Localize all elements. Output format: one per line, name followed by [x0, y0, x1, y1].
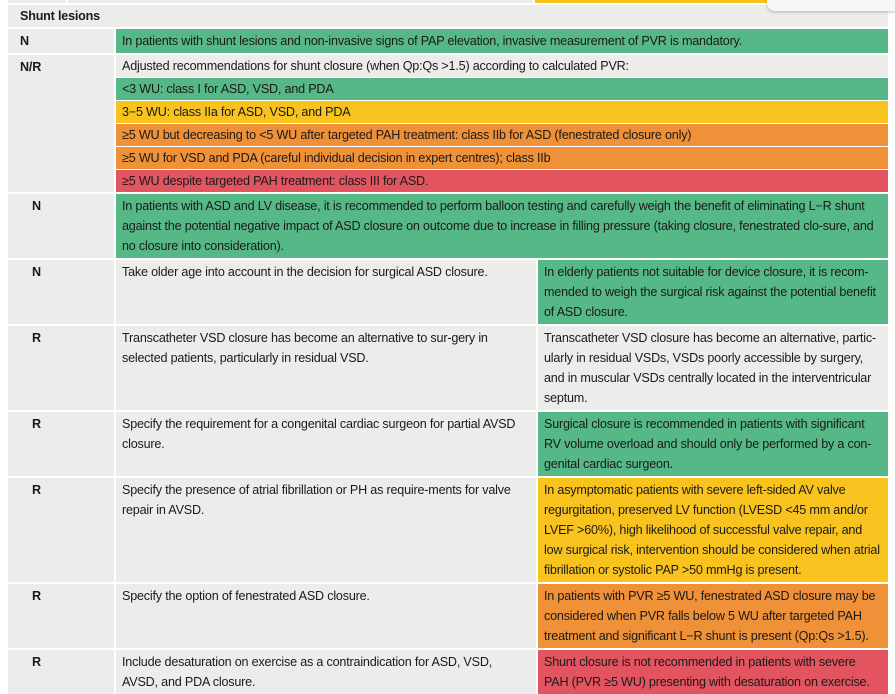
row-code: N [8, 29, 114, 53]
pvr-class-iia: 3−5 WU: class IIa for ASD, VSD, and PDA [116, 101, 888, 123]
pvr-class-iib-asd: ≥5 WU but decreasing to <5 WU after targ… [116, 124, 888, 146]
table-row: R Transcatheter VSD closure has become a… [8, 326, 888, 410]
popup-card [767, 0, 895, 11]
row-code: R [8, 412, 114, 476]
row-code: R [8, 584, 114, 648]
row-left-text: Specify the option of fenestrated ASD cl… [116, 584, 536, 648]
previous-row-cell [8, 0, 66, 3]
row-right-text: In asymptomatic patients with severe lef… [538, 478, 888, 582]
row-left-text: Specify the requirement for a congenital… [116, 412, 536, 476]
row-right-text: Shunt closure is not recommended in pati… [538, 650, 888, 694]
row-code: N [8, 194, 114, 258]
row-left-text: Transcatheter VSD closure has become an … [116, 326, 536, 410]
section-header-row: Shunt lesions [8, 5, 888, 27]
row-text: In patients with ASD and LV disease, it … [116, 194, 888, 258]
section-title: Shunt lesions [8, 5, 888, 27]
pvr-class-iii: ≥5 WU despite targeted PAH treatment: cl… [116, 170, 888, 192]
row-code: R [8, 650, 114, 694]
row-right-text: In elderly patients not suitable for dev… [538, 260, 888, 324]
table-row: N Take older age into account in the dec… [8, 260, 888, 324]
recommendations-table: Shunt lesions N In patients with shunt l… [8, 5, 888, 694]
row-right-text: Surgical closure is recommended in patie… [538, 412, 888, 476]
row-code: R [8, 326, 114, 410]
table-row: N/R Adjusted recommendations for shunt c… [8, 55, 888, 192]
row-code: N [8, 260, 114, 324]
table-row: N In patients with shunt lesions and non… [8, 29, 888, 53]
pvr-class-i: <3 WU: class I for ASD, VSD, and PDA [116, 78, 888, 100]
previous-row-yellow-cell [535, 0, 767, 3]
row-text: In patients with shunt lesions and non-i… [116, 29, 888, 53]
row-code: N/R [8, 55, 114, 192]
table-row: R Specify the requirement for a congenit… [8, 412, 888, 476]
table-row: R Specify the option of fenestrated ASD … [8, 584, 888, 648]
row-left-text: Specify the presence of atrial fibrillat… [116, 478, 536, 582]
table-row: N In patients with ASD and LV disease, i… [8, 194, 888, 258]
table-row: R Specify the presence of atrial fibrill… [8, 478, 888, 582]
row-right-text: Transcatheter VSD closure has become an … [538, 326, 888, 410]
row-right-text: In patients with PVR ≥5 WU, fenestrated … [538, 584, 888, 648]
previous-row-cell [68, 0, 533, 3]
row-left-text: Include desaturation on exercise as a co… [116, 650, 536, 694]
row-code: R [8, 478, 114, 582]
row-left-text: Take older age into account in the decis… [116, 260, 536, 324]
pvr-class-iib-vsd-pda: ≥5 WU for VSD and PDA (careful individua… [116, 147, 888, 169]
table-row: R Include desaturation on exercise as a … [8, 650, 888, 694]
row-text: Adjusted recommendations for shunt closu… [116, 55, 888, 77]
